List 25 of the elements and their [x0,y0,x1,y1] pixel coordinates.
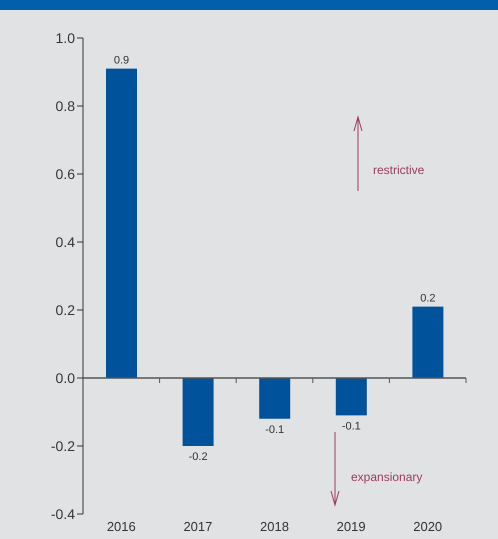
data-label: 0.2 [420,292,436,305]
x-tick-label: 2016 [106,519,136,534]
y-tick-label: -0.2 [50,438,76,454]
annotation: expansionary [351,470,422,484]
data-label: -0.1 [265,424,284,436]
x-tick-label: 2020 [413,519,442,534]
bar [336,378,367,416]
x-tick-label: 2019 [336,519,366,534]
bar [182,378,214,446]
y-tick-label: 0.2 [56,302,76,318]
data-label: 0.9 [114,54,130,67]
annotation: restrictive [373,163,425,177]
data-label: -0.1 [342,420,361,432]
y-tick-label: 0.8 [56,98,76,114]
y-tick-label: -0.4 [50,506,76,522]
x-tick-label: 2017 [183,519,212,534]
data-label: -0.2 [188,451,208,463]
y-tick-label: 0.4 [56,234,76,250]
y-tick-label: 0.0 [56,370,76,386]
y-tick-label: 1.0 [56,30,76,46]
bar [412,306,444,378]
bar [259,378,290,419]
y-tick-label: 0.6 [56,166,76,182]
x-tick-label: 2018 [260,519,289,534]
bar [106,68,137,378]
